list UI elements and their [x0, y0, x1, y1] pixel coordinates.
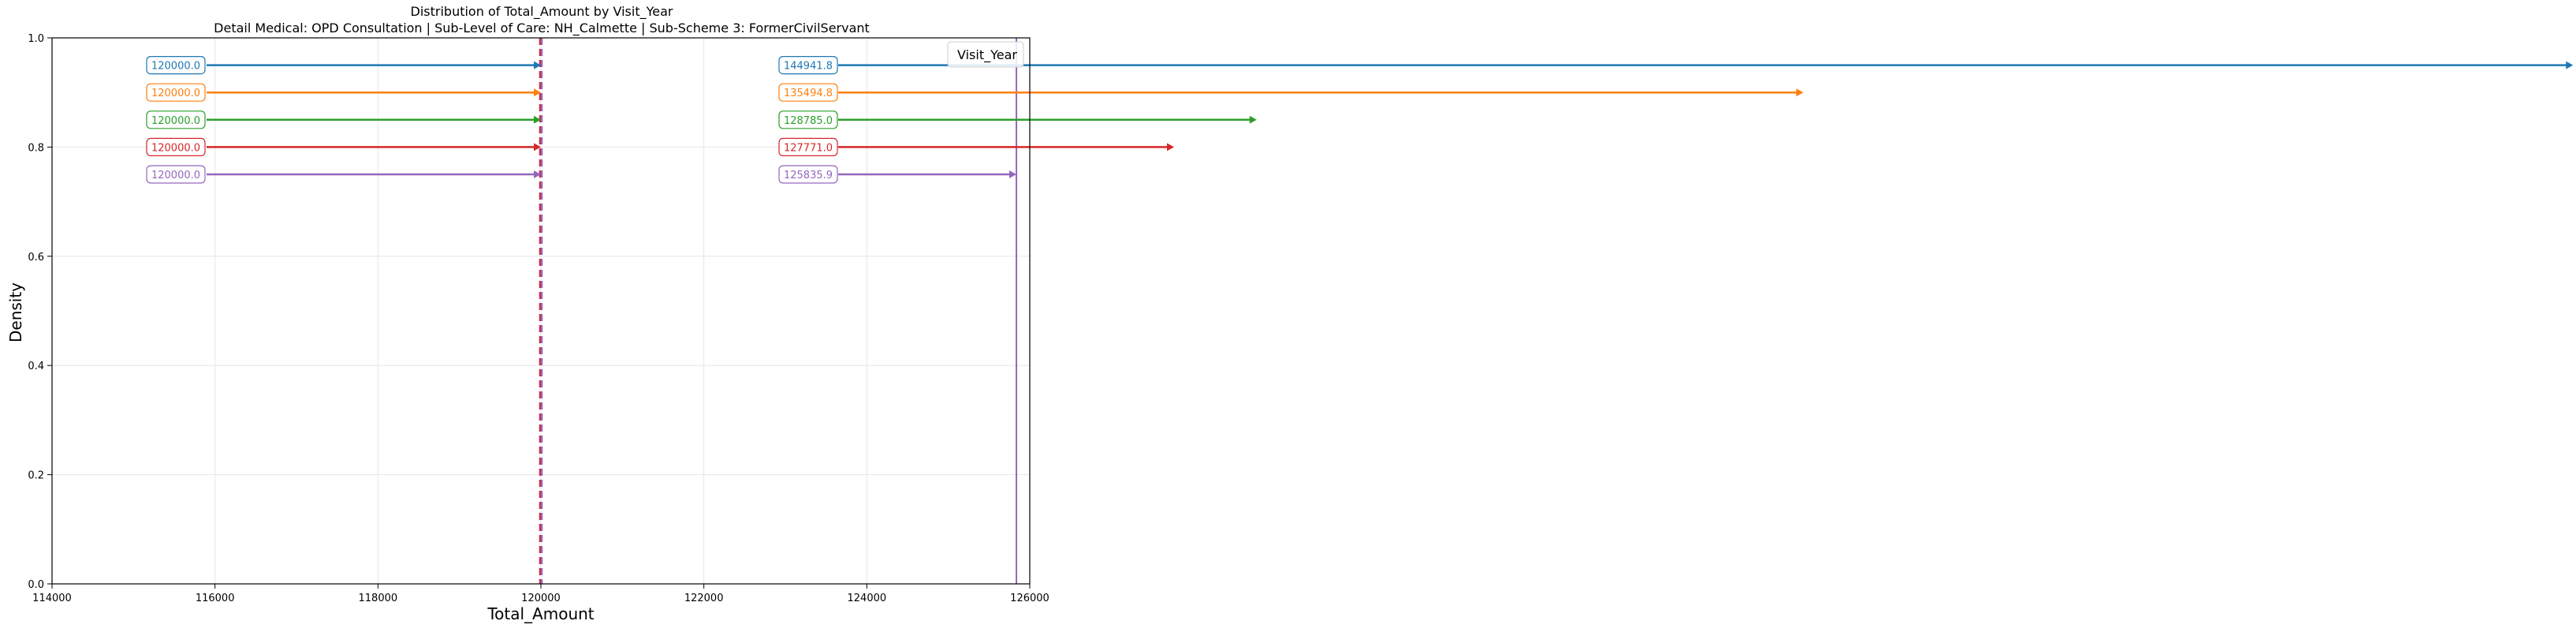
- ticks: 114000 116000 118000 120000 122000 124000 1260…: [28, 33, 1049, 604]
- y-tick-label: 0.6: [28, 252, 44, 264]
- y-tick-label: 0.0: [28, 579, 44, 591]
- high-value-label: 125835.9: [784, 170, 833, 181]
- low-arrow-head: [534, 88, 541, 97]
- high-arrow-head: [1796, 88, 1804, 97]
- high-arrow-head: [1009, 170, 1017, 178]
- high-label-box: [778, 137, 838, 156]
- low-label-box: [146, 137, 206, 156]
- low-value-label: 120000.0: [151, 170, 200, 181]
- high-label-box: [778, 165, 838, 184]
- y-tick-label: 0.4: [28, 361, 44, 372]
- y-tick-label: 0.8: [28, 142, 44, 154]
- high-arrow-head: [1167, 143, 1175, 151]
- y-axis-label: Density: [6, 282, 25, 342]
- series-1: 120000.0 144941.8: [146, 55, 2574, 75]
- y-tick-label: 1.0: [28, 33, 44, 45]
- high-label-box: [778, 55, 838, 75]
- high-arrow-head: [2566, 61, 2574, 69]
- low-value-label: 120000.0: [151, 115, 200, 127]
- high-value-label: 135494.8: [784, 88, 833, 99]
- high-value-label: 127771.0: [784, 142, 833, 154]
- low-label-box: [146, 110, 206, 129]
- series-3: 120000.0 128785.0: [146, 110, 1257, 129]
- y-tick-label: 0.2: [28, 470, 44, 482]
- chart-subtitle: Detail Medical: OPD Consultation | Sub-L…: [214, 21, 870, 36]
- low-arrow-head: [534, 143, 541, 151]
- low-arrow-head: [534, 170, 541, 178]
- low-label-box: [146, 165, 206, 184]
- high-value-label: 144941.8: [784, 61, 833, 73]
- low-arrow-head: [534, 61, 541, 69]
- x-tick-label: 120000: [521, 593, 561, 604]
- low-value-label: 120000.0: [151, 142, 200, 154]
- legend-title: Visit_Year: [957, 47, 1017, 63]
- chart-title: Distribution of Total_Amount by Visit_Ye…: [411, 4, 673, 20]
- series-5: 120000.0 125835.9: [146, 165, 1017, 184]
- series-4: 120000.0 127771.0: [146, 137, 1175, 156]
- x-tick-label: 122000: [684, 593, 724, 604]
- series-2: 120000.0 135494.8: [146, 83, 1804, 102]
- low-value-label: 120000.0: [151, 61, 200, 73]
- high-value-label: 128785.0: [784, 115, 833, 127]
- legend: Visit_Year: [947, 41, 1024, 68]
- high-label-box: [778, 110, 838, 129]
- x-tick-label: 114000: [32, 593, 72, 604]
- reference-lines: [539, 38, 1018, 584]
- x-tick-label: 118000: [359, 593, 398, 604]
- x-tick-label: 116000: [196, 593, 235, 604]
- high-arrow-head: [1249, 115, 1257, 124]
- low-label-box: [146, 55, 206, 75]
- low-label-box: [146, 83, 206, 102]
- low-value-label: 120000.0: [151, 88, 200, 99]
- legend-box: [947, 41, 1024, 68]
- x-axis-label: Total_Amount: [486, 604, 594, 623]
- x-tick-label: 124000: [848, 593, 887, 604]
- low-arrow-head: [534, 115, 541, 124]
- x-tick-label: 126000: [1010, 593, 1049, 604]
- high-label-box: [778, 83, 838, 102]
